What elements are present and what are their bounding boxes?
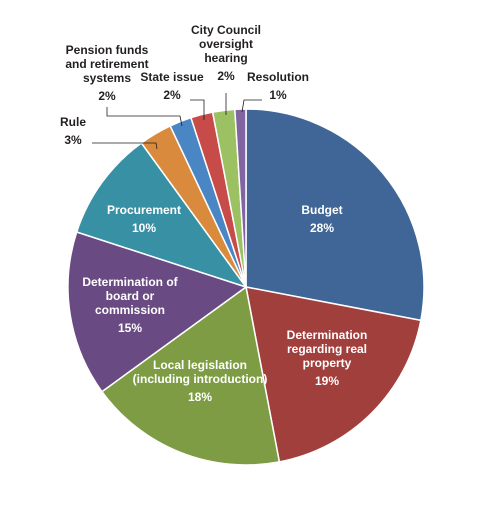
slice-label-line: commission xyxy=(95,303,165,317)
slice-label-line: Procurement xyxy=(107,203,181,217)
leader-lines xyxy=(92,93,262,150)
slice-label-resolution: Resolution 1% xyxy=(247,70,309,102)
slice-percent-rule: 3% xyxy=(64,133,82,147)
slice-label-line: City Council xyxy=(191,23,261,37)
slice-label-pension-funds-and-retirement-systems: Pension funds and retirement systems 2% xyxy=(65,43,148,103)
slice-label-line: board or xyxy=(106,289,155,303)
slice-label-line: property xyxy=(303,356,352,370)
slice-percent-budget: 28% xyxy=(310,221,334,235)
slice-budget xyxy=(245,108,425,322)
slice-label-line: Budget xyxy=(301,203,342,217)
slice-percent-procurement: 10% xyxy=(132,221,156,235)
slice-label-budget: Budget 28% xyxy=(301,203,342,235)
slice-label-line: Pension funds xyxy=(66,43,149,57)
slice-percent-city-council-oversight-hearing: 2% xyxy=(217,69,235,83)
slice-label-line: State issue xyxy=(140,70,204,84)
slice-label-line: oversight xyxy=(199,37,253,51)
leader-line-pension-funds-and-retirement-systems xyxy=(106,107,183,127)
slice-percent-pension-funds-and-retirement-systems: 2% xyxy=(98,89,116,103)
leader-line-resolution xyxy=(241,99,262,113)
slice-label-line: Determination of xyxy=(82,275,178,289)
slice-label-line: systems xyxy=(83,71,131,85)
slice-label-line: Rule xyxy=(60,115,86,129)
slice-label-state-issue: State issue 2% xyxy=(140,70,204,102)
slice-label-line: regarding real xyxy=(287,342,367,356)
slice-label-line: Local legislation xyxy=(153,358,247,372)
slice-label-line: and retirement xyxy=(65,57,148,71)
slice-percent-determination-regarding-real-property: 19% xyxy=(315,374,339,388)
slice-label-procurement: Procurement 10% xyxy=(107,203,181,235)
slice-determination-regarding-real-property xyxy=(245,286,422,463)
slice-label-determination-of-board-or-commission: Determination of board or commission 15% xyxy=(82,275,178,335)
slice-label-local-legislation-including-introduction: Local legislation (including introduction… xyxy=(133,358,268,404)
slice-labels: Budget 28% Determination regarding real prop… xyxy=(60,23,367,404)
slice-label-line: hearing xyxy=(204,51,247,65)
slice-percent-determination-of-board-or-commission: 15% xyxy=(118,321,142,335)
slice-label-line: (including introduction) xyxy=(133,372,268,386)
slice-determination-of-board-or-commission xyxy=(67,231,248,393)
slice-resolution xyxy=(234,108,247,288)
slice-percent-local-legislation-including-introduction: 18% xyxy=(188,390,212,404)
slice-percent-resolution: 1% xyxy=(269,88,287,102)
slice-label-line: Resolution xyxy=(247,70,309,84)
slice-percent-state-issue: 2% xyxy=(163,88,181,102)
leader-line-rule xyxy=(92,142,158,150)
pie-slices xyxy=(67,108,425,466)
slice-local-legislation-including-introduction xyxy=(100,285,281,466)
slice-label-rule: Rule 3% xyxy=(60,115,86,147)
slice-label-city-council-oversight-hearing: City Council oversight hearing 2% xyxy=(191,23,261,83)
leader-line-state-issue xyxy=(190,99,205,120)
slice-label-line: Determination xyxy=(287,328,368,342)
slice-procurement xyxy=(75,141,248,289)
slice-label-determination-regarding-real-property: Determination regarding real property 19% xyxy=(287,328,368,388)
